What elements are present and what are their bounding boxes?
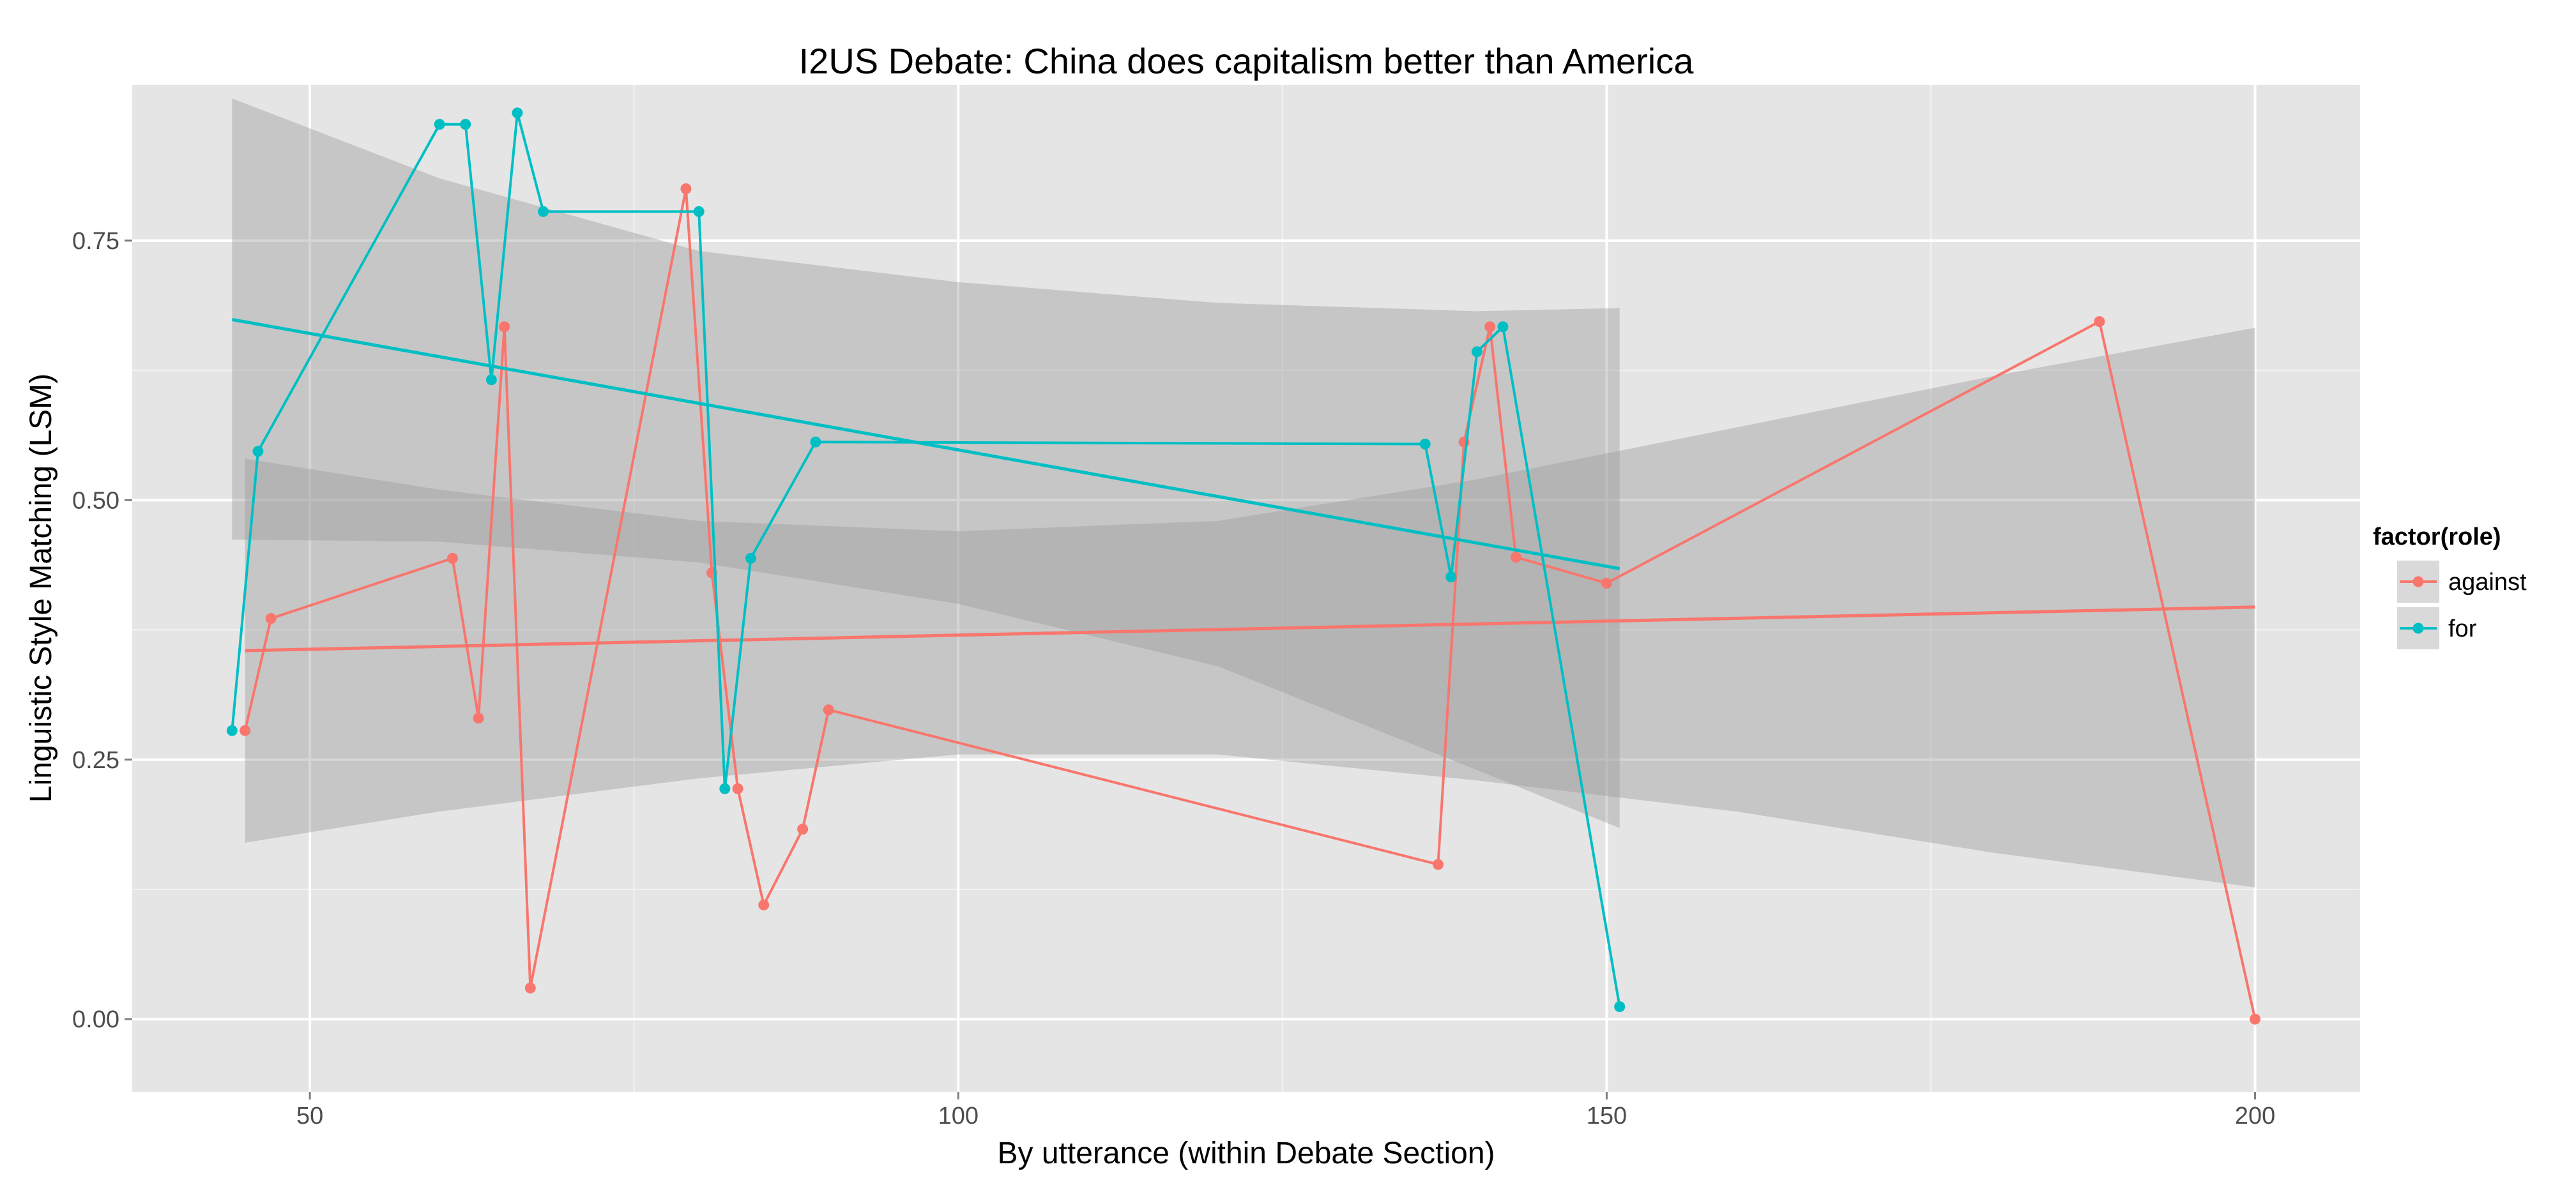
grid-major <box>132 85 2360 1092</box>
data-point-for <box>460 119 471 130</box>
data-point-against <box>797 824 809 835</box>
grid-minor <box>132 85 2360 1092</box>
data-point-against <box>2094 316 2105 328</box>
data-point-against <box>2250 1013 2261 1025</box>
trend-line-for <box>231 317 1620 571</box>
confidence-bands <box>232 98 2255 887</box>
y-tick-label: 0.25 <box>72 747 119 774</box>
series-line-for <box>231 111 1621 1008</box>
data-point-for <box>745 552 756 564</box>
y-tick-label: 0.50 <box>72 487 119 514</box>
data-point-for <box>1497 321 1509 333</box>
trend-line-against <box>245 605 2255 653</box>
data-point-for <box>719 783 731 794</box>
legend-label-for: for <box>2448 615 2477 642</box>
data-point-against <box>1510 552 1521 563</box>
data-point-for <box>810 436 821 448</box>
legend-entries: against for <box>2396 559 2527 651</box>
chart-title: I2US Debate: China does capitalism bette… <box>799 41 1695 81</box>
data-point-for <box>693 206 705 217</box>
x-tick-label: 150 <box>1587 1103 1627 1129</box>
data-point-for <box>538 206 549 217</box>
data-point-against <box>499 321 510 333</box>
x-tick-label: 50 <box>296 1103 323 1129</box>
legend-key-point-against <box>2412 576 2424 587</box>
data-point-for <box>252 446 264 457</box>
data-point-against <box>732 783 743 794</box>
data-point-for <box>1445 571 1457 583</box>
data-point-for <box>512 107 523 119</box>
data-point-against <box>823 704 834 716</box>
x-axis-title: By utterance (within Debate Section) <box>997 1136 1495 1170</box>
legend-key-point-for <box>2412 623 2424 634</box>
data-point-for <box>1419 439 1431 450</box>
y-axis-title: Linguistic Style Matching (LSM) <box>24 374 58 803</box>
data-point-against <box>1432 859 1444 870</box>
data-point-for <box>1614 1001 1626 1013</box>
data-point-against <box>473 713 484 724</box>
data-point-for <box>485 374 497 386</box>
data-point-against <box>265 613 277 624</box>
data-point-against <box>524 982 536 993</box>
data-point-against <box>446 552 458 564</box>
data-point-against <box>240 725 251 736</box>
legend-title: factor(role) <box>2373 524 2501 550</box>
data-point-against <box>1601 577 1612 589</box>
data-point-against <box>680 183 692 195</box>
data-point-for <box>226 725 238 736</box>
confidence-band-against <box>245 328 2255 887</box>
x-tick-label: 100 <box>938 1103 979 1129</box>
legend: factor(role) against for <box>2373 524 2527 651</box>
legend-label-against: against <box>2448 569 2527 596</box>
x-tick-label: 200 <box>2235 1103 2275 1129</box>
confidence-band-for <box>232 98 1620 829</box>
data-point-for <box>1471 346 1482 358</box>
y-tick-label: 0.75 <box>72 228 119 255</box>
y-tick-label: 0.00 <box>72 1006 119 1033</box>
axis-ticks: 50 100 150 200 0.00 0.25 0.50 0.75 <box>72 228 2275 1129</box>
data-point-for <box>434 119 445 130</box>
data-point-against <box>1484 321 1496 333</box>
data-series <box>226 107 2261 1025</box>
data-point-against <box>758 899 770 910</box>
